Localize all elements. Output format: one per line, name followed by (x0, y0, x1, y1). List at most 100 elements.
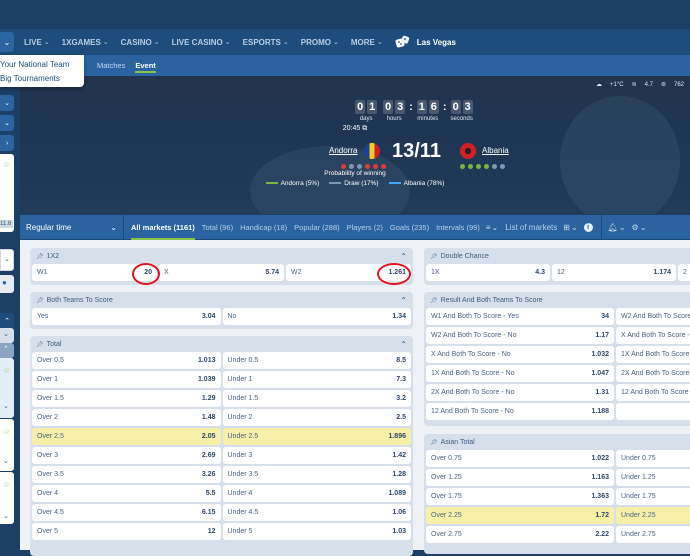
odd-cell[interactable]: Over 0.75 1.022 (426, 450, 614, 467)
pin-icon[interactable]: 📌︎ (36, 341, 44, 348)
odd-cell[interactable]: Under 0.75 (616, 450, 690, 467)
odd-cell[interactable]: 2X And Both To Score - No 1.31 (426, 384, 614, 401)
odd-cell[interactable]: Over 4.5 6.15 (32, 504, 221, 521)
odd-cell[interactable]: Under 2.25 (616, 507, 690, 524)
odd-cell[interactable]: Yes 3.04 (32, 308, 221, 325)
pin-icon[interactable]: 📌︎ (36, 297, 44, 304)
sidebar-select[interactable]: ⌄ (0, 249, 14, 271)
odd-cell[interactable]: Under 2.5 1.896 (222, 428, 411, 445)
odd-cell[interactable]: Over 0.5 1.013 (32, 352, 221, 369)
odd-cell[interactable]: 2X And Both To Score (616, 365, 690, 382)
odd-cell[interactable]: Under 0.5 8.5 (222, 352, 411, 369)
dropdown-item-your-national-team[interactable]: Your National Team (0, 60, 70, 69)
menu-dropdown-button[interactable]: ≡ ⌄ (486, 223, 498, 232)
pin-icon[interactable]: 📌︎ (430, 253, 438, 260)
odd-cell[interactable]: Over 1.75 1.363 (426, 488, 614, 505)
star-icon[interactable]: ☆ (3, 160, 11, 169)
odd-cell[interactable]: 12 And Both To Score (616, 384, 690, 401)
tab-total[interactable]: Total (96) (201, 222, 234, 232)
odd-cell[interactable]: 1X 4.3 (426, 264, 550, 281)
sidebar-match-card[interactable]: ☆ 11.6 (0, 154, 14, 232)
odd-cell[interactable]: W2 And Both To Score - No 1.17 (426, 327, 614, 344)
tab-event[interactable]: Event (135, 55, 157, 76)
settings-dropdown-button[interactable]: ⚙ ⌄ (632, 223, 647, 232)
tab-players[interactable]: Players (2) (346, 222, 383, 232)
pin-icon[interactable]: 📌︎ (430, 297, 438, 304)
sidebar-globe[interactable]: ● (0, 275, 14, 293)
chevron-up-icon[interactable]: ⌃ (400, 339, 407, 349)
odd-cell[interactable]: 1X And Both To Score (616, 346, 690, 363)
odd-cell[interactable]: 1X And Both To Score - No 1.047 (426, 365, 614, 382)
pin-icon[interactable]: 📌︎ (430, 439, 438, 446)
tab-intervals[interactable]: Intervals (99) (436, 222, 480, 232)
sidebar-collapse-button[interactable]: ⌃ (0, 343, 14, 358)
nav-item-more[interactable]: MORE ⌄ (350, 37, 383, 47)
sidebar-odd[interactable]: 11.6 (0, 220, 14, 228)
nav-menu-toggle[interactable]: ⌄ (0, 32, 14, 52)
odd-cell[interactable]: Under 1.25 (616, 469, 690, 486)
market-header[interactable]: 📌︎ Total ⌃ (36, 339, 407, 349)
market-header[interactable]: 📌︎ Both Teams To Score ⌃ (36, 295, 407, 305)
star-icon[interactable]: ☆ (3, 366, 11, 375)
odd-cell[interactable]: Over 3.5 3.26 (32, 466, 221, 483)
odd-cell[interactable]: Under 1.5 3.2 (222, 390, 411, 407)
chevron-up-icon[interactable]: ⌃ (400, 251, 407, 261)
odd-cell[interactable]: X 5.74 (159, 264, 284, 281)
home-team-link[interactable]: Andorra (329, 146, 358, 155)
nav-item-esports[interactable]: ESPORTS ⌄ (242, 37, 289, 47)
odd-cell[interactable]: Under 2 2.5 (222, 409, 411, 426)
pin-icon[interactable]: 📌︎ (36, 253, 44, 260)
odd-cell[interactable]: Over 3 2.69 (32, 447, 221, 464)
odd-cell[interactable]: W2 And Both To Score (616, 308, 690, 325)
star-icon[interactable]: ☆ (3, 480, 11, 489)
sidebar-expand-button[interactable]: › (0, 135, 14, 151)
tab-goals[interactable]: Goals (235) (389, 222, 430, 232)
tab-popular[interactable]: Popular (288) (294, 222, 340, 232)
sidebar-match-card[interactable]: ☆ ⌄ (0, 472, 14, 524)
odd-cell[interactable]: Over 2 1.48 (32, 409, 221, 426)
odd-cell[interactable]: X And Both To Score - (616, 327, 690, 344)
sidebar-match-card[interactable]: ☆ ⌄ (0, 358, 14, 418)
market-header[interactable]: 📌︎ Double Chance (430, 252, 489, 260)
sidebar-expand-button[interactable]: ⌄ (0, 328, 14, 343)
market-header[interactable]: 📌︎ 1X2 ⌃ (36, 251, 407, 261)
odd-cell[interactable]: 12 And Both To Score - No 1.188 (426, 403, 614, 420)
sidebar-expand-button[interactable]: ⌄ (0, 95, 14, 111)
info-button[interactable]: i (583, 222, 593, 232)
odd-cell[interactable]: 2 (678, 264, 690, 281)
nav-item-promo[interactable]: PROMO ⌄ (300, 37, 339, 47)
period-select[interactable]: Regular time ⌄ (20, 214, 124, 240)
odd-cell[interactable]: No 1.34 (222, 308, 411, 325)
nav-item-las-vegas[interactable]: Las Vegas (395, 35, 456, 49)
tab-matches[interactable]: Matches (97, 61, 126, 70)
chevron-up-icon[interactable]: ⌃ (400, 295, 407, 305)
odd-cell[interactable] (616, 403, 690, 420)
odd-cell[interactable]: Under 4 1.089 (222, 485, 411, 502)
market-header[interactable]: 📌︎ Result And Both Teams To Score (430, 296, 543, 304)
nav-item-casino[interactable]: CASINO ⌄ (120, 37, 160, 47)
sidebar-collapse-button[interactable]: ⌃ (0, 313, 14, 328)
odd-cell[interactable]: Over 5 12 (32, 523, 221, 540)
odd-cell[interactable]: Over 2.25 1.72 (426, 507, 614, 524)
odd-cell[interactable]: Under 4.5 1.06 (222, 504, 411, 521)
odd-cell[interactable]: Under 5 1.03 (222, 523, 411, 540)
nav-item-1xgames[interactable]: 1XGAMES ⌄ (61, 37, 109, 47)
nav-item-live[interactable]: LIVE ⌄ (24, 37, 50, 47)
odd-cell[interactable]: Under 3 1.42 (222, 447, 411, 464)
odd-cell[interactable]: Over 1 1.039 (32, 371, 221, 388)
market-header[interactable]: 📌︎ Asian Total (430, 438, 475, 446)
odd-cell[interactable]: Over 1.5 1.29 (32, 390, 221, 407)
odd-cell[interactable]: Under 3.5 1.28 (222, 466, 411, 483)
list-of-markets-button[interactable]: List of markets (505, 222, 558, 232)
nav-item-live-casino[interactable]: LIVE CASINO ⌄ (171, 37, 231, 47)
odd-cell[interactable]: Under 1.75 (616, 488, 690, 505)
tab-all-markets[interactable]: All markets (1161) (131, 215, 195, 240)
odd-cell[interactable]: Over 1.25 1.163 (426, 469, 614, 486)
odd-cell[interactable]: 12 1.174 (552, 264, 676, 281)
odd-cell[interactable]: Under 2.75 (616, 526, 690, 543)
layout-dropdown-button[interactable]: ⊞ ⌄ (563, 223, 577, 232)
odd-cell[interactable]: Over 2.75 2.22 (426, 526, 614, 543)
notifications-dropdown-button[interactable]: 🔔︎ ⌄ (608, 223, 626, 232)
odd-cell[interactable]: X And Both To Score - No 1.032 (426, 346, 614, 363)
odd-cell[interactable]: Under 1 7.3 (222, 371, 411, 388)
